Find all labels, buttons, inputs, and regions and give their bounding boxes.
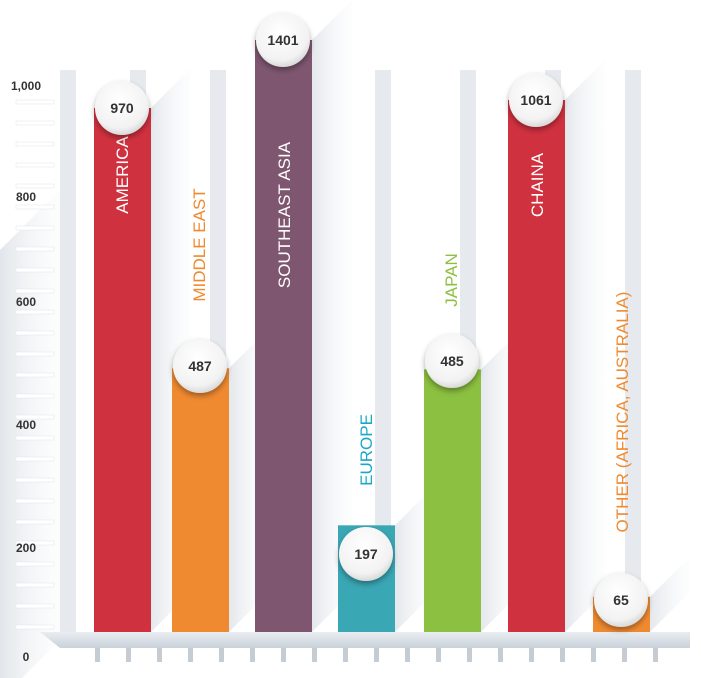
- background-column: [60, 70, 76, 632]
- axis-minor-tick: [15, 246, 55, 252]
- floor-tick: [95, 648, 100, 662]
- floor-tick: [622, 648, 627, 662]
- axis-minor-tick: [15, 372, 55, 378]
- value-badge: [339, 527, 393, 581]
- y-tick-label: 400: [16, 418, 36, 432]
- axis-minor-tick: [15, 540, 55, 546]
- floor-tick: [591, 648, 596, 662]
- value-label: 1061: [520, 92, 551, 108]
- axis-minor-tick: [15, 498, 55, 504]
- bar-shadow: [565, 60, 605, 632]
- bar-middle-east: [172, 368, 229, 632]
- floor-tick: [157, 648, 162, 662]
- axis-minor-tick: [15, 561, 55, 567]
- value-badge: [594, 573, 648, 627]
- floor-tick: [188, 648, 193, 662]
- category-label: JAPAN: [442, 253, 461, 307]
- category-label: CHAINA: [528, 152, 547, 217]
- value-label: 65: [613, 592, 629, 608]
- category-label: AMERICA: [113, 136, 132, 214]
- y-tick-label: 800: [16, 190, 36, 204]
- value-badge: [173, 339, 227, 393]
- bar-shadow: [650, 556, 690, 632]
- floor-tick: [498, 648, 503, 662]
- floor-tick: [436, 648, 441, 662]
- floor-tick: [529, 648, 534, 662]
- axis-minor-tick: [15, 519, 55, 525]
- axis-minor-tick: [15, 435, 55, 441]
- value-badge: [256, 13, 310, 67]
- y-tick-label: 600: [16, 295, 36, 309]
- bar-southeast-asia: [255, 40, 312, 632]
- floor-band: [40, 632, 690, 648]
- value-label: 487: [188, 358, 212, 374]
- value-label: 1401: [267, 32, 298, 48]
- axis-minor-tick: [15, 393, 55, 399]
- value-label: 485: [440, 353, 464, 369]
- floor-tick: [281, 648, 286, 662]
- category-label: SOUTHEAST ASIA: [275, 141, 294, 288]
- axis-minor-tick: [15, 414, 55, 420]
- axis-minor-tick: [15, 624, 55, 630]
- category-labels: AMERICA MIDDLE EAST SOUTHEAST ASIA EUROPE JA…: [113, 136, 632, 533]
- background-column: [375, 70, 391, 632]
- floor-tick: [374, 648, 379, 662]
- axis-minor-tick: [15, 162, 55, 168]
- value-badge: [425, 334, 479, 388]
- bar-japan: [424, 369, 481, 632]
- floor-tick: [250, 648, 255, 662]
- axis-minor-tick: [15, 351, 55, 357]
- axis-minor-tick: [15, 225, 55, 231]
- category-label: MIDDLE EAST: [190, 188, 209, 301]
- background-column: [625, 70, 641, 632]
- y-axis: 0 200 400 600 800 1,000: [11, 79, 55, 664]
- axis-minor-tick: [15, 183, 55, 189]
- value-badges: 970 487 1401 197 485 1061 65: [95, 13, 648, 627]
- y-tick-label: 200: [16, 541, 36, 555]
- floor-tick: [653, 648, 658, 662]
- category-label: EUROPE: [357, 414, 376, 486]
- floor-tick: [405, 648, 410, 662]
- axis-minor-tick: [15, 288, 55, 294]
- value-badge: [95, 81, 149, 135]
- floor-tick: [126, 648, 131, 662]
- bar-chaina: [508, 100, 565, 632]
- y-tick-label: 1,000: [11, 79, 41, 93]
- axis-minor-tick: [15, 309, 55, 315]
- axis-minor-tick: [15, 99, 55, 105]
- axis-minor-tick: [15, 603, 55, 609]
- axis-minor-tick: [15, 204, 55, 210]
- axis-minor-tick: [15, 120, 55, 126]
- value-label: 197: [354, 546, 378, 562]
- category-label: OTHER (AFRICA, AUSTRALIA): [613, 292, 632, 533]
- value-label: 970: [110, 100, 134, 116]
- floor-tick: [467, 648, 472, 662]
- floor-tick: [343, 648, 348, 662]
- bar-shadow: [312, 0, 352, 632]
- y-tick-label: 0: [23, 650, 30, 664]
- bar-america: [94, 108, 151, 632]
- floor-tick: [560, 648, 565, 662]
- floor-tick: [312, 648, 317, 662]
- bars: [94, 0, 690, 632]
- axis-minor-tick: [15, 582, 55, 588]
- axis-minor-tick: [15, 477, 55, 483]
- floor-tick: [219, 648, 224, 662]
- value-badge: [509, 73, 563, 127]
- axis-minor-tick: [15, 267, 55, 273]
- axis-minor-tick: [15, 141, 55, 147]
- axis-minor-tick: [15, 330, 55, 336]
- axis-minor-tick: [15, 456, 55, 462]
